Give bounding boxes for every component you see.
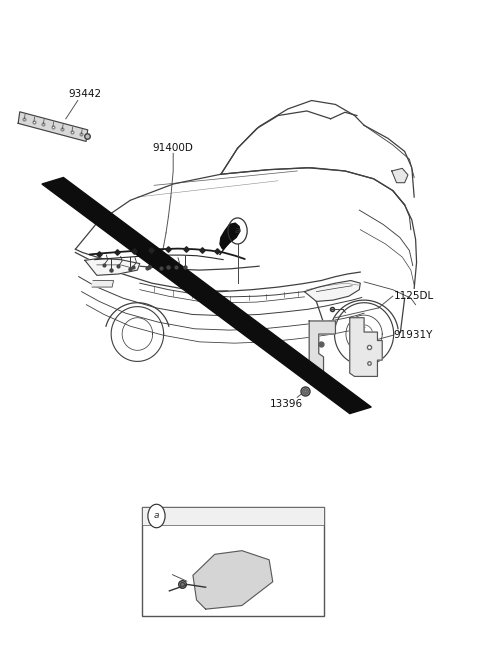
Polygon shape [92,280,114,287]
Polygon shape [392,168,408,183]
Text: 1141AC: 1141AC [161,540,196,548]
Polygon shape [85,258,140,275]
Text: 91400D: 91400D [153,143,193,153]
Text: 13396: 13396 [270,400,303,409]
FancyBboxPatch shape [142,507,324,616]
Polygon shape [220,223,240,250]
Polygon shape [304,280,360,301]
Text: 18362: 18362 [161,554,190,563]
Text: a: a [154,512,159,521]
Polygon shape [42,178,371,413]
Text: 91931Y: 91931Y [394,330,433,341]
Text: 93442: 93442 [68,89,101,99]
Text: a: a [235,227,240,235]
FancyBboxPatch shape [142,507,324,525]
Text: 1125DL: 1125DL [394,291,434,301]
Polygon shape [193,551,273,609]
Polygon shape [309,321,336,377]
Polygon shape [18,112,88,141]
Polygon shape [350,318,382,377]
Circle shape [148,504,165,528]
